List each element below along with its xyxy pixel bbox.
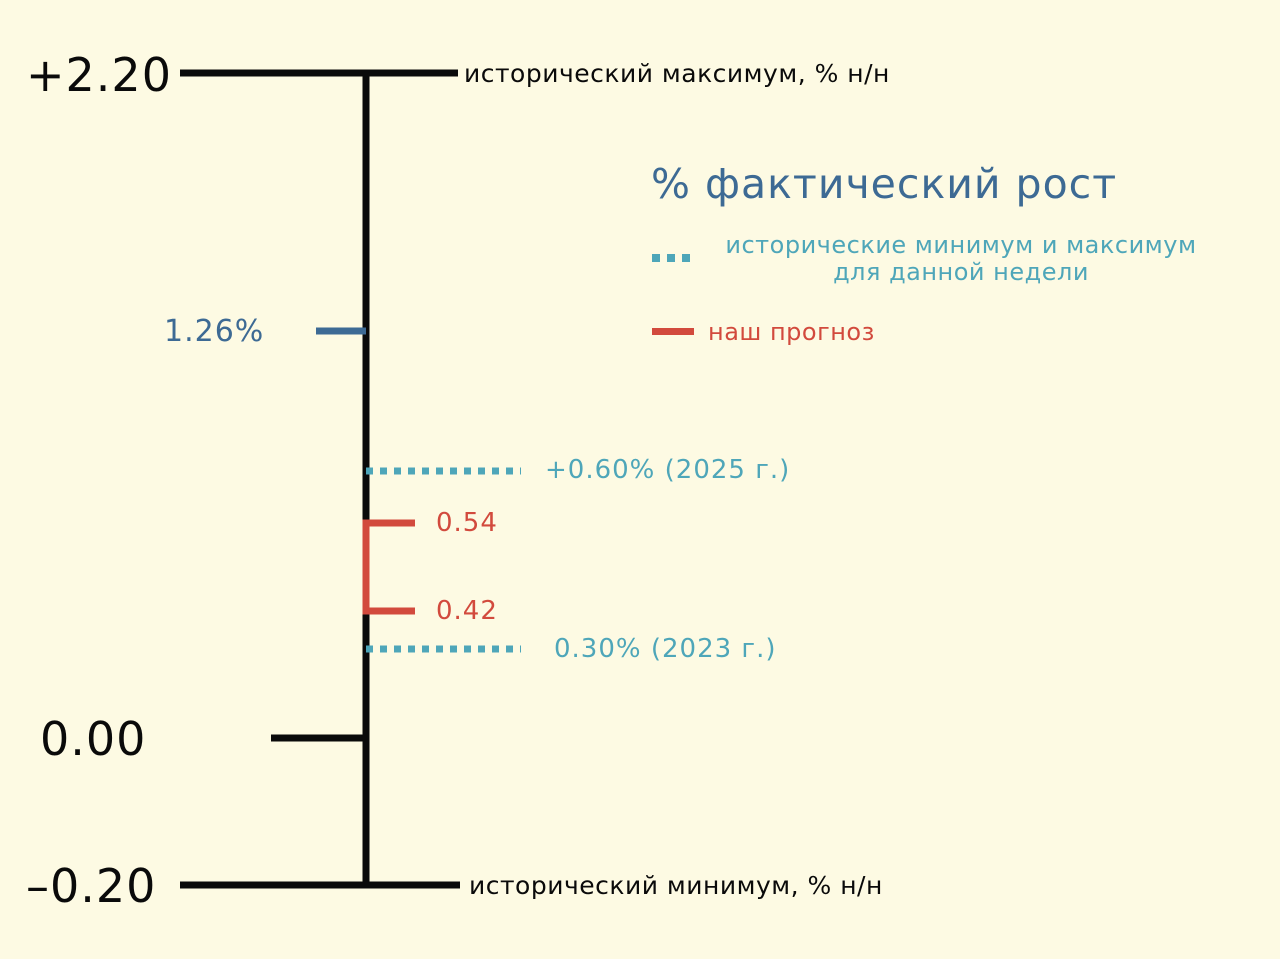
forecast-bracket (362, 519, 415, 615)
hist-low-label: 0.30% (2023 г.) (554, 634, 777, 664)
legend-forecast: наш прогноз (708, 318, 875, 346)
min-note-label: исторический минимум, % н/н (469, 871, 883, 900)
zero-value-label: 0.00 (40, 712, 147, 766)
legend-historical: исторические минимум и максимум для данн… (708, 232, 1214, 286)
legend-red-marker (652, 328, 694, 335)
legend-dotted-marker (652, 254, 690, 262)
legend-historical-line1: исторические минимум и максимум (725, 231, 1197, 259)
legend-title: % фактический рост (651, 160, 1118, 208)
min-value-label: –0.20 (26, 859, 157, 913)
forecast-low-label: 0.42 (436, 596, 498, 626)
forecast-high-label: 0.54 (436, 508, 498, 538)
legend-historical-line2: для данной недели (833, 258, 1089, 286)
hist-high-label: +0.60% (2025 г.) (545, 455, 791, 485)
max-value-label: +2.20 (26, 48, 172, 102)
actual-value-label: 1.26% (164, 314, 265, 349)
max-note-label: исторический максимум, % н/н (464, 59, 890, 88)
